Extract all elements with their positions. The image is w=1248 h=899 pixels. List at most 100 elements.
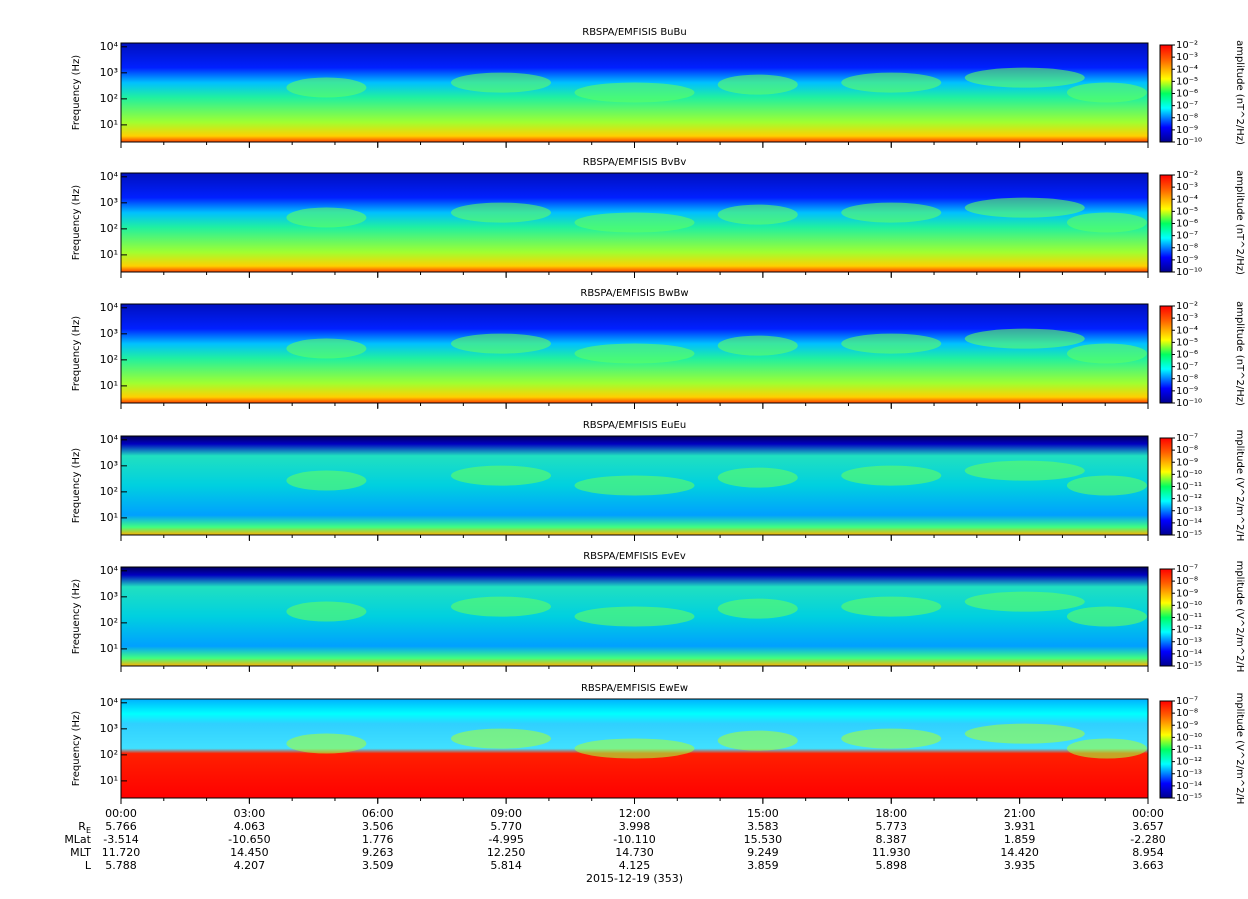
y-tick-label: 10³ — [100, 196, 118, 209]
y-axis-label: Frequency (Hz) — [71, 579, 82, 655]
spectrogram-feature — [1066, 738, 1147, 759]
colorbar-tick-label: 10⁻¹¹ — [1176, 613, 1202, 624]
spectrogram-feature — [450, 465, 551, 486]
colorbar-tick-label: 10⁻⁸ — [1176, 243, 1198, 254]
spectrogram-feature — [1066, 343, 1147, 364]
ephemeris-value: 9.263 — [362, 846, 394, 859]
ephemeris-value: 5.814 — [490, 859, 522, 872]
colorbar-tick-label: 10⁻¹⁰ — [1176, 600, 1202, 611]
spectrogram-feature — [964, 591, 1085, 612]
colorbar-tick-label: 10⁻⁸ — [1176, 445, 1198, 456]
y-tick-label: 10¹ — [100, 642, 118, 655]
spectrogram-feature — [841, 333, 942, 354]
colorbar — [1159, 700, 1173, 799]
spectrogram-feature — [450, 72, 551, 93]
y-tick-label: 10² — [100, 485, 118, 498]
spectrogram-feature — [286, 77, 367, 98]
colorbar-tick-label: 10⁻⁷ — [1176, 564, 1198, 575]
colorbar-tick-label: 10⁻⁴ — [1176, 325, 1198, 336]
ephemeris-label-text: L — [85, 859, 92, 872]
spectrogram-feature — [717, 730, 798, 751]
colorbar-tick-label: 10⁻¹² — [1176, 757, 1202, 768]
spectrogram-feature — [841, 596, 942, 617]
colorbar-tick-label: 10⁻⁵ — [1176, 337, 1198, 348]
spectrogram-feature — [964, 328, 1085, 349]
ephemeris-value: 4.125 — [619, 859, 651, 872]
spectrogram-feature — [286, 601, 367, 622]
spectrogram-feature — [574, 738, 695, 759]
ephemeris-value: 3.931 — [1004, 820, 1036, 833]
colorbar-tick-label: 10⁻⁸ — [1176, 708, 1198, 719]
colorbar-label: mplitude (V^2/m^2/H — [1234, 561, 1245, 673]
y-tick-label: 10⁴ — [100, 433, 119, 446]
spectrogram-feature — [286, 733, 367, 754]
y-axis-label: Frequency (Hz) — [71, 711, 82, 787]
panel: RBSPA/EMFISIS EuEu 10¹ 10² 10³ 10⁴ Frequency … — [71, 420, 1245, 541]
ephemeris-label-subscript: E — [86, 826, 91, 835]
spectrogram-feature — [964, 723, 1085, 744]
panel-title: RBSPA/EMFISIS EvEv — [583, 551, 686, 562]
spectrogram-feature — [841, 202, 942, 223]
colorbar-tick-label: 10⁻⁵ — [1176, 76, 1198, 87]
x-axis-label: 2015-12-19 (353) — [586, 872, 683, 885]
colorbar — [1159, 568, 1173, 667]
panel: RBSPA/EMFISIS EwEw 10¹ 10² 10³ 10⁴ Frequency … — [71, 683, 1245, 804]
spectrogram-feature — [1066, 82, 1147, 103]
colorbar-tick-label: 10⁻³ — [1176, 182, 1198, 193]
colorbar-tick-label: 10⁻¹⁴ — [1176, 518, 1202, 529]
spectrogram-feature — [574, 606, 695, 627]
colorbar-label: amplitude (nT^2/Hz) — [1234, 170, 1245, 275]
ephemeris-value: 4.063 — [234, 820, 266, 833]
colorbar-tick-label: 10⁻² — [1176, 170, 1198, 181]
y-tick-label: 10¹ — [100, 248, 118, 261]
x-tick-label: 12:00 — [619, 807, 651, 820]
colorbar-tick-label: 10⁻³ — [1176, 313, 1198, 324]
ephemeris-value: 4.207 — [234, 859, 266, 872]
colorbar-label: amplitude (nT^2/Hz) — [1234, 40, 1245, 145]
ephemeris-value: 11.720 — [102, 846, 141, 859]
ephemeris-value: 3.935 — [1004, 859, 1036, 872]
colorbar-tick-label: 10⁻⁹ — [1176, 457, 1198, 468]
ephemeris-value: 3.509 — [362, 859, 394, 872]
x-tick-label: 03:00 — [234, 807, 266, 820]
ephemeris-label: RE — [78, 820, 91, 835]
spectrogram-feature — [1066, 606, 1147, 627]
ephemeris-value: 14.420 — [1000, 846, 1039, 859]
ephemeris-value: -3.514 — [103, 833, 138, 846]
colorbar-tick-label: 10⁻¹¹ — [1176, 745, 1202, 756]
ephemeris-value: -4.995 — [488, 833, 523, 846]
spectrogram-feature — [450, 333, 551, 354]
spectrogram-feature — [841, 72, 942, 93]
y-tick-label: 10³ — [100, 459, 118, 472]
ephemeris-label: MLT — [70, 846, 91, 859]
colorbar-tick-label: 10⁻¹⁰ — [1176, 732, 1202, 743]
colorbar-tick-label: 10⁻⁹ — [1176, 255, 1198, 266]
ephemeris-value: 5.788 — [105, 859, 137, 872]
colorbar-tick-label: 10⁻¹⁰ — [1176, 137, 1202, 148]
ephemeris-value: 11.930 — [872, 846, 911, 859]
ephemeris-value: 3.657 — [1132, 820, 1164, 833]
spectrogram-feature — [286, 338, 367, 359]
y-tick-label: 10² — [100, 222, 118, 235]
colorbar-tick-label: 10⁻¹³ — [1176, 506, 1202, 517]
panel: RBSPA/EMFISIS EvEv 10¹ 10² 10³ 10⁴ Frequency … — [71, 551, 1245, 672]
spectrogram-feature — [450, 728, 551, 749]
ephemeris-value: 8.954 — [1132, 846, 1164, 859]
colorbar-tick-label: 10⁻¹² — [1176, 494, 1202, 505]
y-tick-label: 10² — [100, 353, 118, 366]
colorbar-tick-label: 10⁻⁶ — [1176, 350, 1198, 361]
colorbar-label: mplitude (V^2/m^2/H — [1234, 693, 1245, 805]
ephemeris-value: 8.387 — [876, 833, 908, 846]
colorbar-tick-label: 10⁻¹⁵ — [1176, 530, 1202, 541]
colorbar — [1159, 44, 1173, 143]
ephemeris-label-text: MLat — [64, 833, 91, 846]
y-tick-label: 10³ — [100, 66, 118, 79]
colorbar-tick-label: 10⁻⁸ — [1176, 576, 1198, 587]
ephemeris-value: 3.663 — [1132, 859, 1164, 872]
spectrogram-feature — [1066, 475, 1147, 496]
panel: RBSPA/EMFISIS BuBu 10¹ 10² 10³ 10⁴ Frequency … — [71, 27, 1245, 148]
y-tick-label: 10¹ — [100, 118, 118, 131]
y-tick-label: 10⁴ — [100, 301, 119, 314]
colorbar-tick-label: 10⁻⁷ — [1176, 231, 1198, 242]
